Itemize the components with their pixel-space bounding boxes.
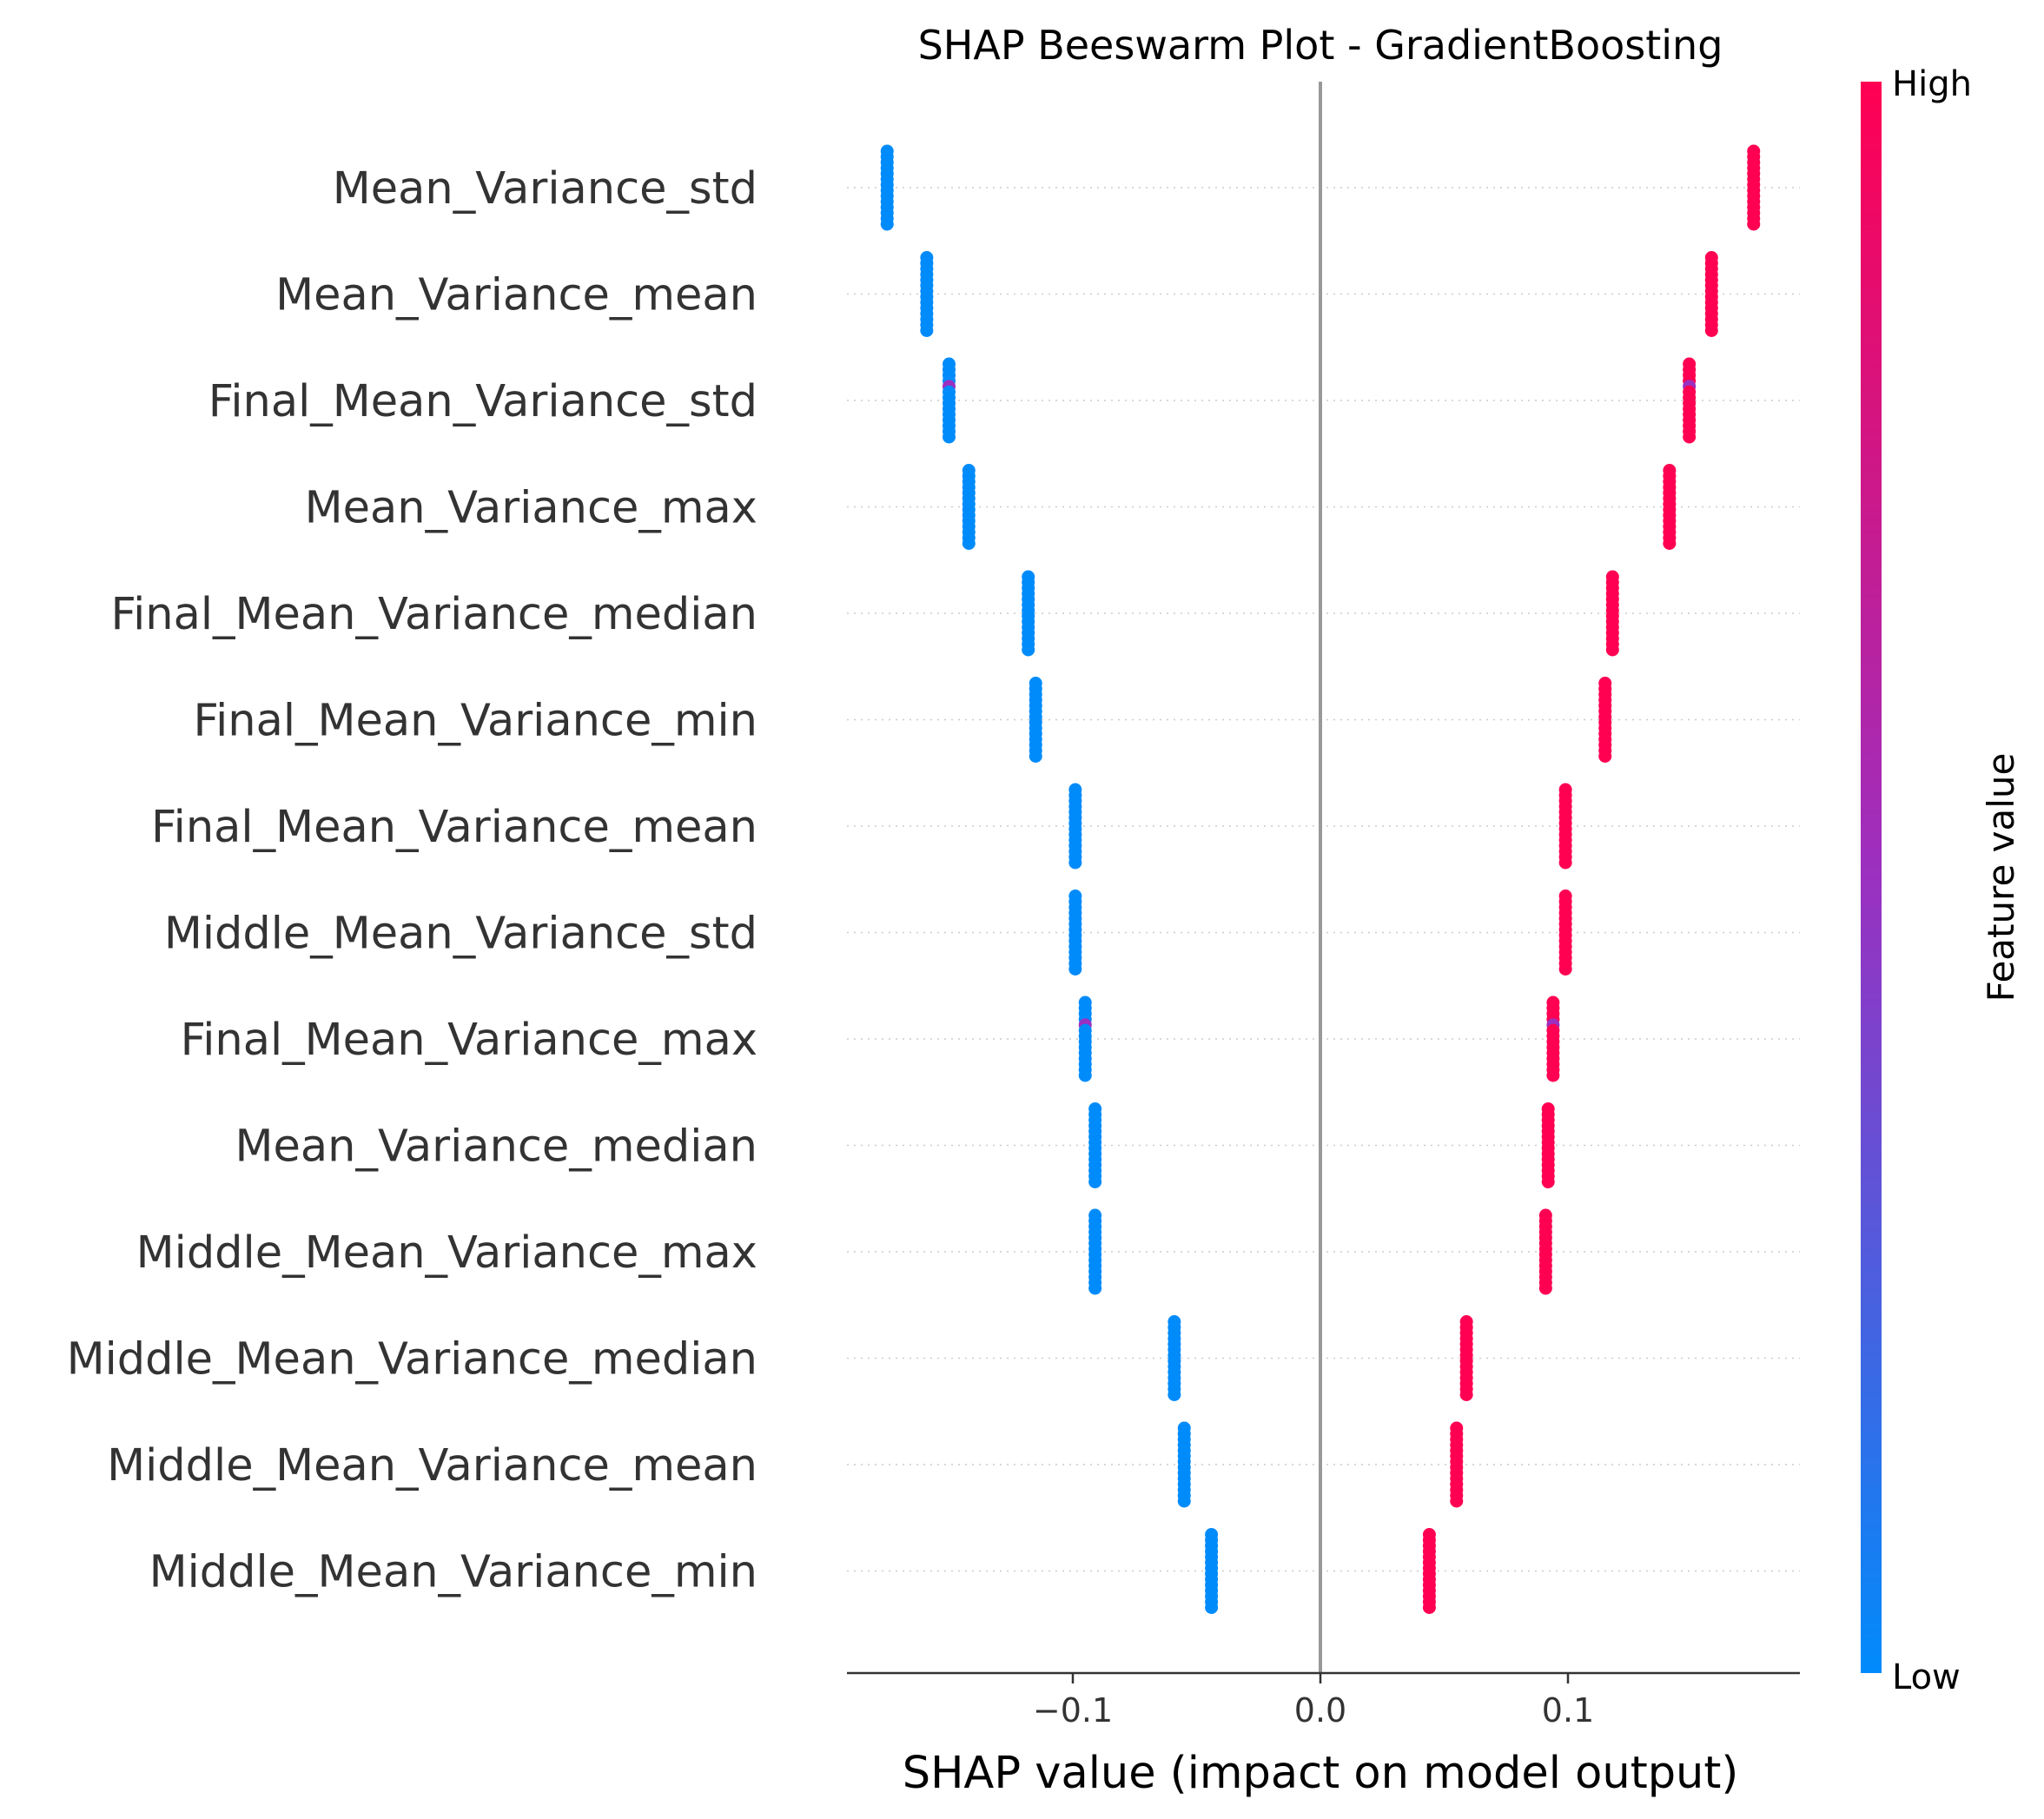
colorbar: High Low Feature value [1861, 64, 2022, 1697]
shap-dot [1205, 1601, 1219, 1614]
feature-label: Final_Mean_Variance_max [181, 1015, 757, 1066]
x-axis-label: SHAP value (impact on model output) [903, 1748, 1739, 1799]
shap-dot [1068, 962, 1082, 976]
shap-dot [1088, 1175, 1102, 1188]
chart-title: SHAP Beeswarm Plot - GradientBoosting [918, 22, 1723, 69]
shap-dot [1598, 750, 1612, 763]
shap-dot [1068, 856, 1082, 870]
row-gridlines [847, 187, 1800, 1572]
shap-dot [1683, 430, 1697, 444]
shap-dot [1605, 643, 1619, 657]
feature-label: Middle_Mean_Variance_min [149, 1547, 757, 1598]
feature-label: Mean_Variance_max [305, 483, 757, 534]
shap-dot [1538, 1281, 1552, 1295]
colorbar-title: Feature value [1980, 753, 2022, 1002]
feature-labels: Mean_Variance_std Mean_Variance_mean Final… [67, 163, 757, 1598]
feature-label: Mean_Variance_std [333, 163, 757, 215]
feature-label: Final_Mean_Variance_median [111, 589, 757, 640]
beeswarm-dots [880, 144, 1761, 1614]
shap-dot [920, 324, 934, 337]
feature-label: Mean_Variance_median [235, 1121, 757, 1173]
shap-dot [1558, 856, 1572, 870]
shap-dot [1422, 1601, 1436, 1614]
feature-label: Final_Mean_Variance_mean [151, 802, 757, 853]
shap-dot [1558, 962, 1572, 976]
shap-dot [1088, 1281, 1102, 1295]
x-tick-label: −0.1 [1033, 1691, 1113, 1730]
shap-dot [880, 217, 894, 231]
shap-dot [1078, 1068, 1092, 1082]
feature-label: Middle_Mean_Variance_mean [107, 1440, 757, 1492]
colorbar-high-label: High [1892, 64, 1972, 104]
shap-dot [943, 430, 956, 444]
colorbar-low-label: Low [1892, 1657, 1961, 1697]
shap-dot [962, 537, 976, 550]
feature-label: Middle_Mean_Variance_std [164, 909, 757, 960]
colorbar-gradient [1861, 82, 1882, 1673]
x-tick-label: 0.0 [1294, 1691, 1346, 1730]
shap-dot [1546, 1068, 1560, 1082]
shap-dot [1177, 1494, 1191, 1508]
feature-label: Final_Mean_Variance_min [194, 696, 757, 747]
shap-dot [1663, 537, 1677, 550]
shap-dot [1022, 643, 1035, 657]
feature-label: Middle_Mean_Variance_median [67, 1334, 757, 1386]
shap-dot [1747, 217, 1761, 231]
shap-dot [1450, 1494, 1464, 1508]
shap-dot [1541, 1175, 1555, 1188]
shap-dot [1704, 324, 1718, 337]
x-tick-label: 0.1 [1542, 1691, 1594, 1730]
feature-label: Middle_Mean_Variance_max [136, 1227, 757, 1279]
shap-dot [1029, 750, 1042, 763]
shap-dot [1168, 1388, 1181, 1401]
shap-dot [1459, 1388, 1473, 1401]
x-ticks: −0.1 0.0 0.1 [1033, 1673, 1594, 1730]
feature-label: Final_Mean_Variance_std [208, 376, 757, 427]
feature-label: Mean_Variance_mean [275, 270, 757, 321]
